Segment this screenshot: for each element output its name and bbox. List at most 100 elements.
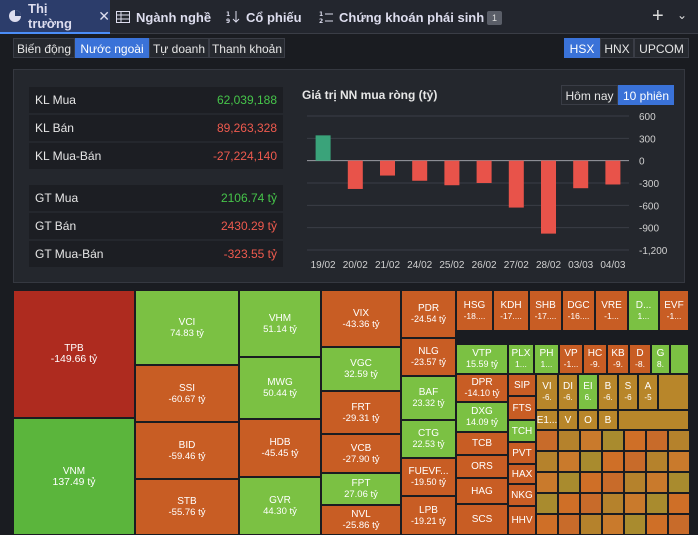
- treemap-small-tile[interactable]: [558, 493, 580, 514]
- treemap-tile[interactable]: PVT: [508, 442, 536, 464]
- treemap-tile[interactable]: B -6.: [598, 374, 618, 410]
- treemap-small-tile[interactable]: [646, 472, 668, 493]
- tab-thi-truong[interactable]: Thị trường ✕: [0, 0, 110, 34]
- treemap-tile[interactable]: SCS: [456, 504, 508, 535]
- treemap-tile[interactable]: NLG -23.57 tỷ: [401, 338, 456, 376]
- treemap-small-tile[interactable]: [668, 430, 689, 451]
- treemap-small-tile[interactable]: [602, 514, 624, 535]
- treemap-tile[interactable]: VTP 15.59 tỷ: [456, 344, 508, 374]
- treemap-tile[interactable]: KB -9.: [607, 344, 629, 374]
- treemap-tile[interactable]: PDR -24.54 tỷ: [401, 290, 456, 338]
- treemap-small-tile[interactable]: [580, 514, 602, 535]
- chart-bar[interactable]: [605, 160, 621, 185]
- treemap-tile[interactable]: HC -9.: [583, 344, 607, 374]
- treemap-small-tile[interactable]: [536, 472, 558, 493]
- treemap-tile[interactable]: SHB -17....: [529, 290, 562, 331]
- treemap-small-tile[interactable]: [668, 514, 689, 535]
- treemap-tile[interactable]: D... 1...: [628, 290, 659, 331]
- treemap-small-tile[interactable]: [646, 430, 668, 451]
- treemap-tile[interactable]: DGC -16....: [562, 290, 595, 331]
- treemap-small-tile[interactable]: [624, 430, 646, 451]
- treemap-tile[interactable]: PH 1...: [534, 344, 559, 374]
- exchange-hsx[interactable]: HSX: [564, 38, 600, 58]
- treemap-tile[interactable]: TPB -149.66 tỷ: [13, 290, 135, 418]
- treemap-tile[interactable]: HHV: [508, 506, 536, 535]
- treemap-tile[interactable]: VP -1...: [559, 344, 583, 374]
- treemap-tile[interactable]: SIP: [508, 374, 536, 396]
- treemap-small-tile[interactable]: [668, 451, 689, 472]
- exchange-hnx[interactable]: HNX: [600, 38, 634, 58]
- treemap-tile[interactable]: ORS: [456, 455, 508, 478]
- treemap-tile[interactable]: VHM 51.14 tỷ: [239, 290, 321, 357]
- treemap-tile[interactable]: FRT -29.31 tỷ: [321, 391, 401, 434]
- treemap-tile[interactable]: G 8.: [651, 344, 670, 374]
- treemap-tile[interactable]: EI 6.: [578, 374, 598, 410]
- treemap-tile[interactable]: B: [598, 410, 618, 430]
- treemap-tile[interactable]: VNM 137.49 tỷ: [13, 418, 135, 535]
- tab-count-badge[interactable]: 1: [487, 11, 502, 25]
- treemap-small-tile[interactable]: [602, 472, 624, 493]
- tab-nganh-nghe[interactable]: Ngành nghề: [116, 0, 216, 34]
- treemap-small-tile[interactable]: [624, 472, 646, 493]
- treemap-tile[interactable]: GVR 44.30 tỷ: [239, 477, 321, 535]
- treemap-tile[interactable]: NVL -25.86 tỷ: [321, 505, 401, 535]
- treemap-tile[interactable]: EVF -1...: [659, 290, 689, 331]
- treemap-tile[interactable]: KDH -17....: [493, 290, 529, 331]
- treemap-small-tile[interactable]: [624, 514, 646, 535]
- treemap-small-tile[interactable]: [580, 430, 602, 451]
- view-nuoc-ngoai[interactable]: Nước ngoài: [75, 38, 149, 58]
- treemap-small-tile[interactable]: [624, 451, 646, 472]
- treemap-small-tile[interactable]: [668, 493, 689, 514]
- treemap-small-tile[interactable]: [646, 493, 668, 514]
- treemap-tile[interactable]: DXG 14.09 tỷ: [456, 402, 508, 432]
- treemap-tile[interactable]: VI -6.: [536, 374, 558, 410]
- treemap-tile[interactable]: V: [558, 410, 578, 430]
- treemap-tile[interactable]: HAG: [456, 478, 508, 504]
- view-thanh-khoan[interactable]: Thanh khoản: [209, 38, 285, 58]
- treemap-small-tile[interactable]: [536, 514, 558, 535]
- treemap-tile[interactable]: VCI 74.83 tỷ: [135, 290, 239, 365]
- treemap-small-tile[interactable]: [624, 493, 646, 514]
- treemap-tile[interactable]: VCB -27.90 tỷ: [321, 434, 401, 473]
- treemap-small-tile[interactable]: [558, 472, 580, 493]
- treemap-small-tile[interactable]: [580, 451, 602, 472]
- chart-bar[interactable]: [380, 160, 395, 176]
- treemap-tile[interactable]: VGC 32.59 tỷ: [321, 347, 401, 391]
- chart-bar[interactable]: [412, 160, 428, 181]
- treemap-tile[interactable]: FPT 27.06 tỷ: [321, 473, 401, 505]
- treemap-small-tile[interactable]: [602, 493, 624, 514]
- treemap-small-tile[interactable]: [558, 451, 580, 472]
- treemap-tile[interactable]: LPB -19.21 tỷ: [401, 496, 456, 535]
- treemap-small-tile[interactable]: [646, 451, 668, 472]
- treemap-tile[interactable]: VIX -43.36 tỷ: [321, 290, 401, 347]
- treemap-tile[interactable]: PLX 1...: [508, 344, 534, 374]
- treemap-tile[interactable]: HAX: [508, 464, 536, 484]
- treemap-tile[interactable]: DI -6.: [558, 374, 578, 410]
- treemap-small-tile[interactable]: [602, 451, 624, 472]
- treemap-tile[interactable]: O: [578, 410, 598, 430]
- treemap-small-tile[interactable]: [558, 430, 580, 451]
- treemap-tile[interactable]: HDB -45.45 tỷ: [239, 419, 321, 477]
- chart-bar[interactable]: [573, 160, 589, 189]
- chart-bar[interactable]: [541, 160, 556, 234]
- toggle-10-phien[interactable]: 10 phiên: [618, 85, 674, 105]
- treemap-small-tile[interactable]: [646, 514, 668, 535]
- treemap-small-tile[interactable]: [536, 430, 558, 451]
- treemap-small-tile[interactable]: [580, 493, 602, 514]
- chart-bar[interactable]: [315, 135, 331, 161]
- treemap-small-tile[interactable]: [558, 514, 580, 535]
- treemap-small-tile[interactable]: [668, 472, 689, 493]
- treemap-tile[interactable]: DPR -14.10 tỷ: [456, 374, 508, 402]
- treemap-tile[interactable]: E1...: [536, 410, 558, 430]
- treemap-tile[interactable]: TCH: [508, 420, 536, 442]
- toggle-hom-nay[interactable]: Hôm nay: [561, 85, 618, 105]
- add-tab-icon[interactable]: +: [652, 5, 664, 27]
- view-bien-dong[interactable]: Biến động: [13, 38, 75, 58]
- treemap-tile[interactable]: VRE -1...: [595, 290, 628, 331]
- chart-bar[interactable]: [476, 160, 492, 183]
- treemap-tile[interactable]: STB -55.76 tỷ: [135, 479, 239, 535]
- treemap-small-tile[interactable]: [536, 451, 558, 472]
- treemap-small-tile[interactable]: [580, 472, 602, 493]
